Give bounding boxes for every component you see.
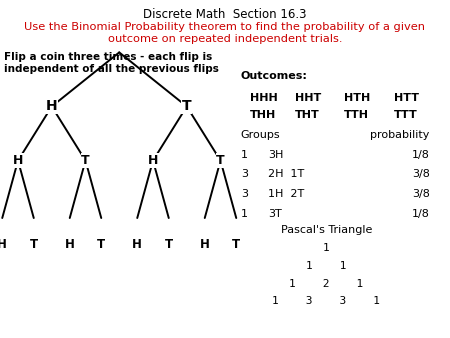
Text: probability: probability (370, 130, 430, 140)
Text: TTT: TTT (394, 110, 418, 120)
Text: 1/8: 1/8 (412, 150, 430, 160)
Text: 1/8: 1/8 (412, 209, 430, 219)
Text: HHT: HHT (295, 93, 321, 103)
Text: 1    3    3    1: 1 3 3 1 (272, 296, 380, 306)
Text: Pascal's Triangle: Pascal's Triangle (280, 225, 372, 235)
Text: HTT: HTT (394, 93, 419, 103)
Text: H: H (65, 238, 75, 251)
Text: H: H (148, 154, 158, 167)
Text: T: T (30, 238, 38, 251)
Text: 1: 1 (323, 243, 330, 254)
Text: 1    2    1: 1 2 1 (289, 279, 364, 289)
Text: T: T (97, 238, 105, 251)
Text: H: H (13, 154, 23, 167)
Text: THH: THH (250, 110, 276, 120)
Text: Outcomes:: Outcomes: (241, 71, 308, 81)
Text: Groups: Groups (241, 130, 280, 140)
Text: 1    1: 1 1 (306, 261, 346, 271)
Text: TTH: TTH (344, 110, 369, 120)
Text: 3T: 3T (268, 209, 282, 219)
Text: T: T (165, 238, 173, 251)
Text: 1: 1 (241, 209, 248, 219)
Text: T: T (216, 154, 225, 167)
Text: H: H (46, 99, 58, 114)
Text: H: H (0, 238, 7, 251)
Text: Use the Binomial Probability theorem to find the probability of a given: Use the Binomial Probability theorem to … (24, 22, 426, 32)
Text: H: H (200, 238, 210, 251)
Text: Discrete Math  Section 16.3: Discrete Math Section 16.3 (143, 8, 307, 21)
Text: 3/8: 3/8 (412, 169, 430, 179)
Text: 1: 1 (241, 150, 248, 160)
Text: 3: 3 (241, 189, 248, 199)
Text: Flip a coin three times - each flip is: Flip a coin three times - each flip is (4, 52, 213, 63)
Text: T: T (232, 238, 240, 251)
Text: T: T (182, 99, 192, 114)
Text: H: H (132, 238, 142, 251)
Text: 3/8: 3/8 (412, 189, 430, 199)
Text: THT: THT (295, 110, 320, 120)
Text: 2H  1T: 2H 1T (268, 169, 304, 179)
Text: T: T (81, 154, 90, 167)
Text: outcome on repeated independent trials.: outcome on repeated independent trials. (108, 34, 342, 44)
Text: HHH: HHH (250, 93, 278, 103)
Text: 1H  2T: 1H 2T (268, 189, 304, 199)
Text: 3: 3 (241, 169, 248, 179)
Text: 3H: 3H (268, 150, 283, 160)
Text: independent of all the previous flips: independent of all the previous flips (4, 64, 220, 74)
Text: HTH: HTH (344, 93, 370, 103)
